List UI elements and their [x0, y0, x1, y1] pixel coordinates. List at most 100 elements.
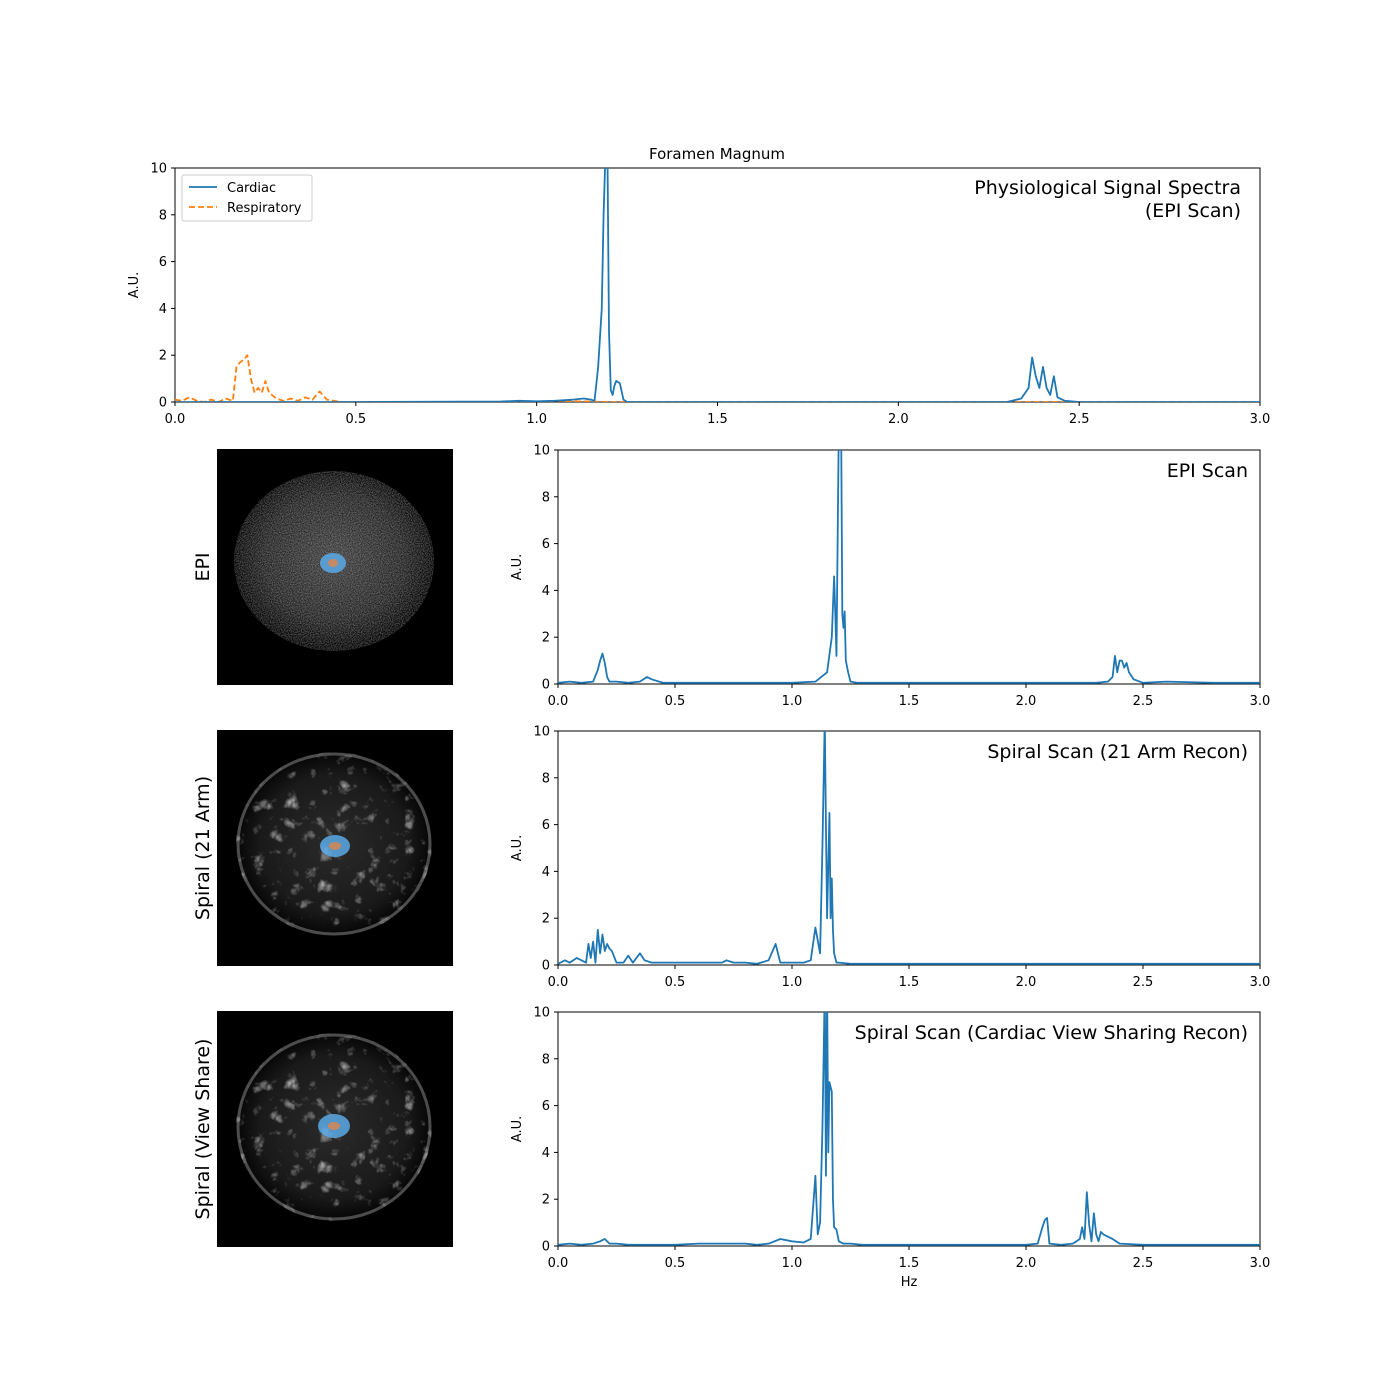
annotation-line-1: Spiral Scan (Cardiac View Sharing Recon) [855, 1022, 1248, 1044]
x-ticks: 0.0 0.5 1.0 1.5 2.0 2.5 3.0 [548, 965, 1271, 990]
x-tick-label: 2.0 [1016, 975, 1037, 990]
y-ticks: 0 2 4 6 8 10 [533, 444, 558, 693]
signal-series-line [558, 450, 1260, 684]
y-ticks: 0 2 4 6 8 10 [533, 1006, 558, 1255]
x-tick-label: 0.0 [165, 412, 186, 427]
annotation-line-1: EPI Scan [1167, 460, 1248, 482]
respiratory-series-line [175, 354, 1260, 402]
y-tick-label: 8 [159, 208, 167, 223]
x-tick-label: 2.0 [1016, 694, 1037, 709]
y-tick-label: 4 [542, 1146, 550, 1161]
x-tick-label: 1.0 [782, 1256, 803, 1271]
y-tick-label: 6 [159, 255, 167, 270]
legend-label-respiratory: Respiratory [227, 201, 302, 216]
series-lines [558, 731, 1260, 965]
x-ticks: 0.0 0.5 1.0 1.5 2.0 2.5 3.0 [548, 684, 1271, 709]
y-tick-label: 2 [159, 349, 167, 364]
plot-frame [174, 167, 1261, 403]
y-tick-label: 2 [542, 1193, 550, 1208]
annotation-line-1: Spiral Scan (21 Arm Recon) [987, 741, 1248, 763]
x-tick-label: 1.5 [707, 412, 728, 427]
legend-label-cardiac: Cardiac [227, 181, 276, 196]
y-tick-label: 10 [533, 1006, 550, 1021]
y-ticks: 0 2 4 6 8 10 [533, 725, 558, 974]
y-tick-label: 6 [542, 818, 550, 833]
signal-series-line [558, 731, 1260, 965]
y-tick-label: 8 [542, 490, 550, 505]
x-axis-label: Hz [901, 1275, 918, 1290]
x-tick-label: 1.0 [526, 412, 547, 427]
y-tick-label: 10 [533, 725, 550, 740]
series-lines [558, 1012, 1260, 1246]
x-tick-label: 3.0 [1250, 412, 1271, 427]
y-tick-label: 2 [542, 631, 550, 646]
x-tick-label: 3.0 [1250, 1256, 1271, 1271]
legend: Cardiac Respiratory [181, 174, 313, 222]
x-tick-label: 0.5 [665, 1256, 686, 1271]
y-axis-label: A.U. [510, 554, 525, 580]
x-tick-label: 3.0 [1250, 975, 1271, 990]
x-ticks: 0.0 0.5 1.0 1.5 2.0 2.5 3.0 [548, 1246, 1271, 1271]
y-tick-label: 0 [542, 959, 550, 974]
y-ticks: 0 2 4 6 8 10 [150, 162, 175, 411]
spiral-view-share-spectrum-chart: 0 2 4 6 8 10 0.0 0.5 1.0 1.5 2.0 2.5 3.0 A.U. Hz Sp… [510, 1006, 1271, 1291]
x-tick-label: 1.5 [899, 975, 920, 990]
x-tick-label: 2.0 [888, 412, 909, 427]
spinal-cord-center [328, 1122, 340, 1130]
y-tick-label: 6 [542, 1099, 550, 1114]
y-tick-label: 0 [159, 396, 167, 411]
y-tick-label: 0 [542, 678, 550, 693]
series-lines [558, 450, 1260, 684]
y-tick-label: 4 [542, 584, 550, 599]
annotation-line-2: (EPI Scan) [1145, 200, 1241, 222]
spinal-cord-center [328, 559, 338, 567]
epi-spectrum-chart: 0 2 4 6 8 10 0.0 0.5 1.0 1.5 2.0 2.5 3.0 A.U. EPI S… [510, 444, 1271, 710]
y-tick-label: 10 [150, 162, 167, 177]
y-tick-label: 10 [533, 444, 550, 459]
series-lines [175, 168, 1260, 402]
x-tick-label: 0.0 [548, 1256, 569, 1271]
x-tick-label: 2.0 [1016, 1256, 1037, 1271]
epi-image [217, 449, 453, 685]
spinal-cord-center [329, 842, 341, 850]
spiral-21-arm-image [217, 730, 453, 966]
x-tick-label: 2.5 [1133, 975, 1154, 990]
spiral-view-share-image [217, 1011, 453, 1247]
plot-frame [557, 730, 1261, 966]
y-tick-label: 2 [542, 912, 550, 927]
top-spectrum-chart: Foramen Magnum 0 2 4 6 8 10 0.0 0.5 1.0 1.5 2.0 2.… [127, 145, 1271, 427]
chart-title: Foramen Magnum [649, 145, 785, 163]
x-tick-label: 0.0 [548, 694, 569, 709]
x-tick-label: 2.5 [1133, 1256, 1154, 1271]
spiral-21-arm-spectrum-chart: 0 2 4 6 8 10 0.0 0.5 1.0 1.5 2.0 2.5 3.0 A.U. Spira… [510, 725, 1271, 991]
x-tick-label: 3.0 [1250, 694, 1271, 709]
y-tick-label: 8 [542, 771, 550, 786]
cardiac-series-line [175, 168, 1260, 402]
y-axis-label: A.U. [127, 272, 142, 298]
y-tick-label: 6 [542, 537, 550, 552]
y-tick-label: 0 [542, 1240, 550, 1255]
y-tick-label: 8 [542, 1052, 550, 1067]
row-label-epi: EPI [192, 552, 214, 581]
plot-frame [557, 1011, 1261, 1247]
x-tick-label: 0.0 [548, 975, 569, 990]
x-tick-label: 1.0 [782, 694, 803, 709]
y-axis-label: A.U. [510, 1116, 525, 1142]
x-tick-label: 0.5 [665, 975, 686, 990]
x-tick-label: 1.0 [782, 975, 803, 990]
y-tick-label: 4 [159, 302, 167, 317]
row-label-spiral-view-share: Spiral (View Share) [192, 1039, 214, 1220]
plot-frame [557, 449, 1261, 685]
row-label-spiral-21-arm: Spiral (21 Arm) [192, 776, 214, 920]
x-tick-label: 2.5 [1133, 694, 1154, 709]
x-tick-label: 0.5 [345, 412, 366, 427]
x-tick-label: 2.5 [1069, 412, 1090, 427]
x-ticks: 0.0 0.5 1.0 1.5 2.0 2.5 3.0 [165, 402, 1271, 427]
signal-series-line [558, 1012, 1260, 1246]
x-tick-label: 0.5 [665, 694, 686, 709]
y-axis-label: A.U. [510, 835, 525, 861]
annotation-line-1: Physiological Signal Spectra [974, 177, 1241, 199]
x-tick-label: 1.5 [899, 1256, 920, 1271]
x-tick-label: 1.5 [899, 694, 920, 709]
